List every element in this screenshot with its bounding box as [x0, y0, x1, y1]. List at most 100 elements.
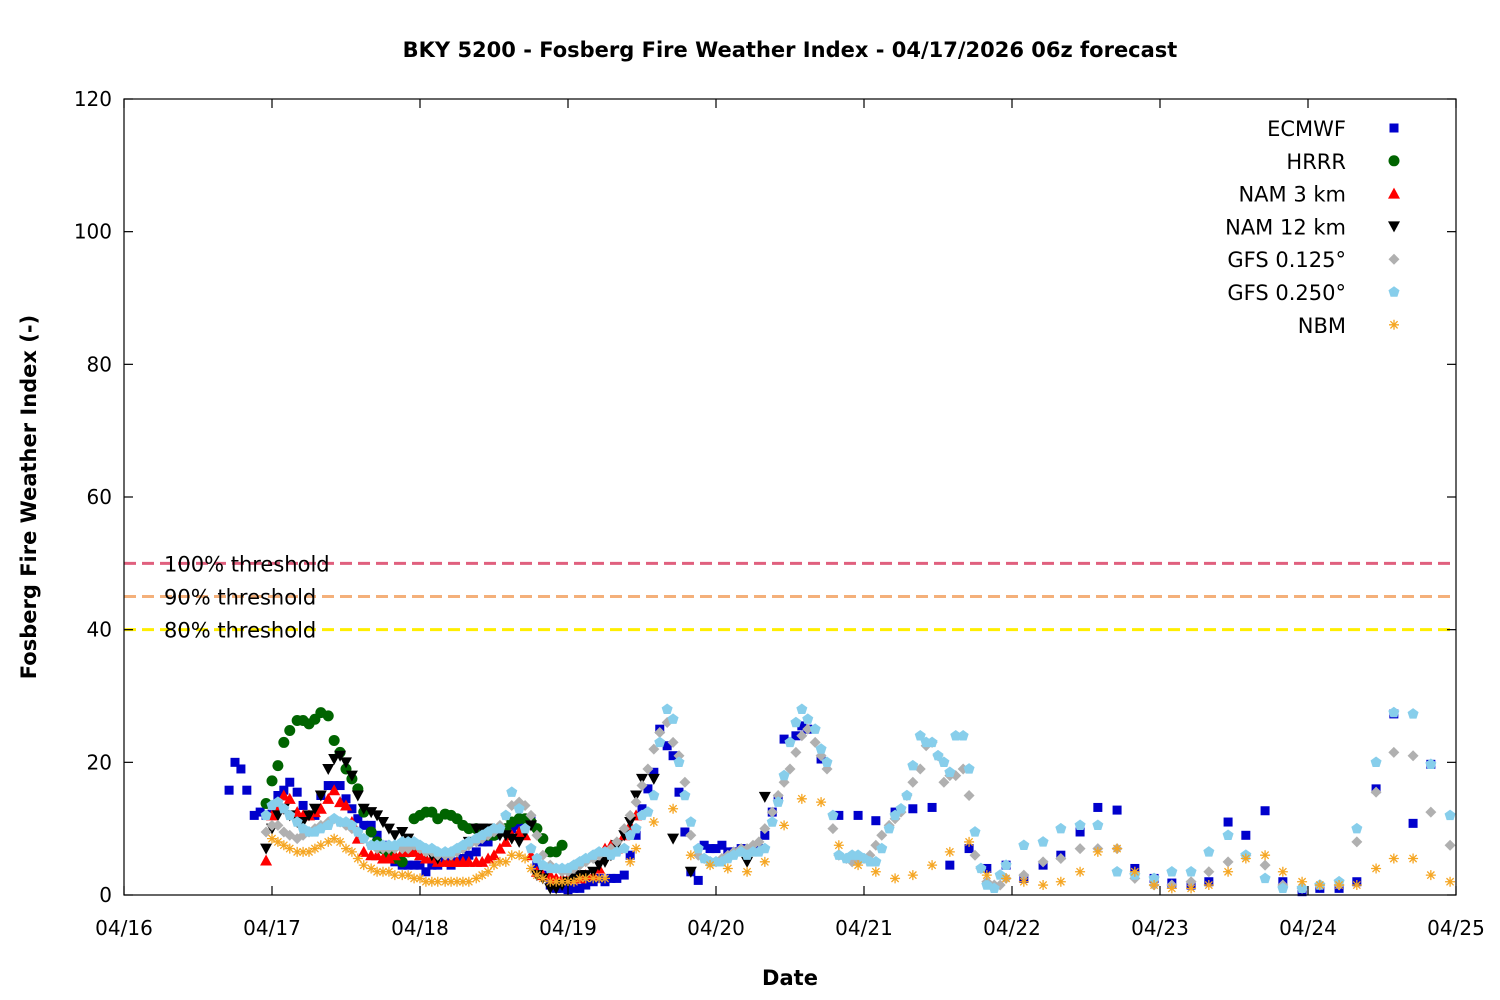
point-nbm [292, 846, 303, 857]
point-ecmwf [606, 873, 616, 883]
point-ecmwf [415, 860, 425, 870]
point-nbm [415, 873, 425, 884]
point-nbm [1001, 873, 1012, 884]
point-nam-3-km [283, 792, 296, 804]
point-gfs-0-125 [969, 849, 981, 861]
point-gfs-0-125 [642, 763, 654, 775]
point-ecmwf [427, 860, 437, 870]
point-gfs-0-250 [1407, 708, 1419, 719]
point-nbm [463, 876, 474, 887]
point-gfs-0-250 [291, 816, 303, 827]
point-nbm [705, 860, 716, 871]
point-nbm [432, 876, 443, 887]
point-nam-3-km [340, 799, 352, 811]
point-gfs-0-250 [513, 802, 525, 814]
point-nam-3-km [371, 849, 384, 861]
point-gfs-0-250 [1018, 839, 1030, 850]
point-gfs-0-250 [500, 809, 512, 821]
point-gfs-0-125 [1351, 836, 1363, 848]
point-ecmwf [285, 777, 295, 787]
point-gfs-0-125 [618, 823, 630, 835]
point-nbm [545, 876, 556, 887]
point-ecmwf [292, 787, 302, 797]
x-axis-label: Date [762, 966, 818, 990]
point-gfs-0-250 [432, 846, 444, 857]
point-nbm [409, 873, 420, 884]
point-nbm [403, 870, 414, 881]
point-gfs-0-250 [685, 816, 697, 827]
point-gfs-0-125 [963, 790, 975, 801]
point-ecmwf [760, 830, 770, 840]
x-tick-label: 04/24 [1279, 916, 1337, 940]
legend-marker-nam-12-km [1388, 221, 1400, 233]
point-gfs-0-250 [1185, 865, 1197, 877]
point-gfs-0-250 [994, 869, 1006, 880]
point-gfs-0-250 [284, 809, 296, 821]
point-gfs-0-125 [772, 790, 784, 801]
point-gfs-0-125 [753, 836, 765, 848]
point-gfs-0-125 [1074, 843, 1086, 855]
point-ecmwf [643, 784, 653, 794]
point-ecmwf [569, 883, 579, 893]
point-ecmwf [359, 820, 369, 830]
legend-label: HRRR [1286, 150, 1346, 174]
point-gfs-0-250 [914, 730, 926, 741]
point-nbm [796, 793, 807, 804]
point-nbm [568, 876, 579, 887]
threshold-label-90-threshold: 90% threshold [164, 586, 316, 610]
point-ecmwf [298, 800, 308, 810]
point-nbm [1445, 876, 1456, 887]
point-nbm [588, 873, 599, 884]
legend: ECMWF HRRR NAM 3 km NAM 12 km GFS 0.125° GFS … [1225, 117, 1400, 338]
series-nbm [267, 793, 1456, 894]
point-nam-12-km [345, 770, 358, 782]
point-gfs-0-250 [1055, 822, 1067, 834]
point-ecmwf [464, 850, 474, 860]
point-gfs-0-250 [1351, 822, 1363, 834]
point-nam-3-km [382, 852, 395, 864]
legend-entry-gfs-0-125: GFS 0.125° [1227, 248, 1400, 272]
point-gfs-0-125 [1407, 750, 1419, 762]
point-ecmwf [230, 757, 240, 767]
point-ecmwf [853, 810, 863, 820]
point-nbm [520, 853, 531, 864]
point-gfs-0-125 [654, 726, 666, 738]
point-gfs-0-125 [796, 730, 808, 742]
point-ecmwf [403, 860, 413, 870]
point-nam-12-km [593, 860, 606, 872]
point-ecmwf [236, 764, 246, 774]
point-gfs-0-250 [784, 736, 796, 748]
point-nbm [551, 876, 562, 887]
point-gfs-0-250 [790, 716, 802, 728]
point-ecmwf [674, 787, 684, 797]
data-points [224, 703, 1456, 897]
point-nbm [563, 876, 573, 887]
point-nam-12-km [351, 790, 364, 802]
point-gfs-0-250 [618, 842, 630, 854]
point-gfs-0-250 [648, 789, 660, 801]
point-nam-12-km [667, 833, 680, 845]
y-tick-label: 20 [87, 750, 112, 774]
point-nbm [907, 870, 918, 881]
point-ecmwf [871, 816, 881, 826]
point-ecmwf [483, 837, 493, 847]
point-gfs-0-250 [907, 759, 919, 771]
legend-label: GFS 0.250° [1227, 281, 1346, 305]
point-ecmwf [1075, 827, 1085, 837]
point-gfs-0-250 [802, 713, 814, 724]
point-nbm [378, 866, 388, 877]
point-gfs-0-250 [667, 713, 679, 724]
point-gfs-0-125 [766, 806, 778, 818]
point-nbm [1351, 880, 1362, 891]
point-gfs-0-125 [759, 823, 771, 835]
point-gfs-0-125 [624, 809, 636, 821]
point-nbm [506, 850, 517, 861]
point-gfs-0-250 [821, 756, 833, 768]
point-nam-3-km [482, 852, 495, 864]
point-gfs-0-125 [938, 776, 950, 788]
point-nbm [964, 836, 975, 847]
point-nam-12-km [647, 773, 660, 785]
point-nam-3-km [314, 802, 327, 814]
point-nbm [315, 840, 326, 851]
point-gfs-0-250 [272, 796, 284, 807]
